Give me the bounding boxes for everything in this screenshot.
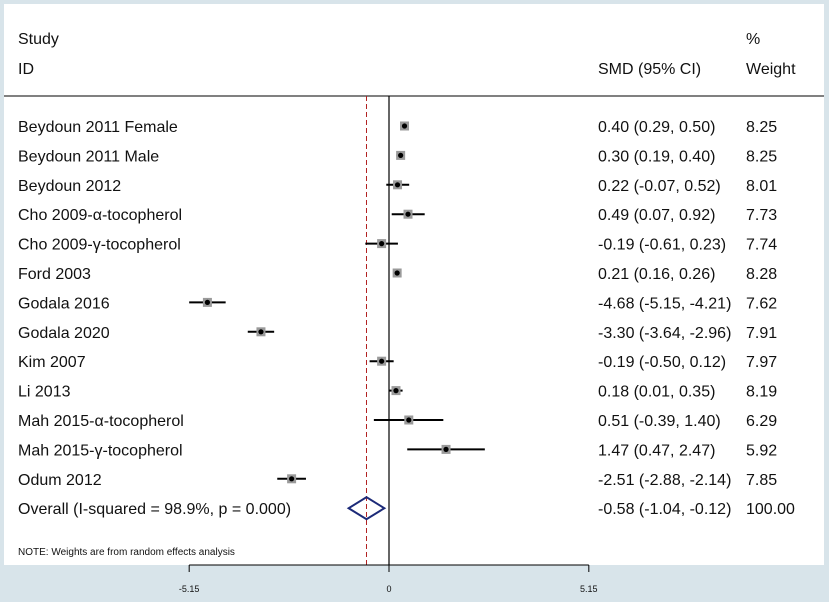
weight-value: 6.29 bbox=[746, 413, 777, 430]
overall-ci-text: -0.58 (-1.04, -0.12) bbox=[598, 501, 731, 518]
weight-value: 7.97 bbox=[746, 354, 777, 371]
weight-value: 7.62 bbox=[746, 295, 777, 312]
study-row: Mah 2015-α-tocopherol 0.51 (-0.39, 1.40) 6… bbox=[18, 413, 777, 430]
x-tick-label: 0 bbox=[386, 584, 391, 594]
study-label: Kim 2007 bbox=[18, 354, 86, 371]
point-estimate bbox=[379, 241, 385, 247]
id-header: ID bbox=[18, 61, 34, 78]
point-estimate bbox=[289, 476, 295, 482]
study-row: Ford 2003 0.21 (0.16, 0.26) 8.28 bbox=[18, 266, 777, 283]
ci-text: -0.19 (-0.61, 0.23) bbox=[598, 237, 726, 254]
weight-percent-header: % bbox=[746, 31, 760, 48]
point-estimate bbox=[401, 123, 408, 129]
point-estimate bbox=[394, 270, 400, 276]
overall-label: Overall (I-squared = 98.9%, p = 0.000) bbox=[18, 501, 291, 518]
study-header: Study bbox=[18, 31, 59, 48]
ci-text: 1.47 (0.47, 2.47) bbox=[598, 442, 715, 459]
study-label: Beydoun 2012 bbox=[18, 178, 121, 195]
weight-value: 8.28 bbox=[746, 266, 777, 283]
study-row: Cho 2009-γ-tocopherol -0.19 (-0.61, 0.23)… bbox=[18, 237, 777, 254]
study-label: Ford 2003 bbox=[18, 266, 91, 283]
ci-text: 0.18 (0.01, 0.35) bbox=[598, 384, 715, 401]
weight-header: Weight bbox=[746, 61, 796, 78]
weight-value: 8.19 bbox=[746, 384, 777, 401]
x-axis-ticks: -5.15 0 5.15 bbox=[179, 565, 598, 594]
point-estimate bbox=[379, 358, 385, 364]
point-estimate bbox=[204, 299, 211, 305]
study-label: Mah 2015-γ-tocopherol bbox=[18, 442, 183, 459]
study-row: Beydoun 2012 0.22 (-0.07, 0.52) 8.01 bbox=[18, 178, 777, 195]
ci-text: 0.51 (-0.39, 1.40) bbox=[598, 413, 721, 430]
point-estimate bbox=[398, 152, 404, 158]
x-tick-label: 5.15 bbox=[580, 584, 598, 594]
ci-text: 0.30 (0.19, 0.40) bbox=[598, 148, 715, 165]
point-estimate bbox=[405, 211, 411, 217]
ci-text: 0.22 (-0.07, 0.52) bbox=[598, 178, 721, 195]
study-label: Li 2013 bbox=[18, 384, 71, 401]
weight-value: 8.01 bbox=[746, 178, 777, 195]
study-label: Mah 2015-α-tocopherol bbox=[18, 413, 184, 430]
point-estimate bbox=[443, 446, 449, 452]
study-label: Cho 2009-α-tocopherol bbox=[18, 207, 182, 224]
weight-value: 7.74 bbox=[746, 237, 777, 254]
point-estimate bbox=[406, 417, 412, 423]
study-label: Beydoun 2011 Male bbox=[18, 148, 159, 165]
study-row: Li 2013 0.18 (0.01, 0.35) 8.19 bbox=[18, 384, 777, 401]
study-row: Odum 2012 -2.51 (-2.88, -2.14) 7.85 bbox=[18, 472, 777, 489]
study-label: Godala 2020 bbox=[18, 325, 110, 342]
weight-value: 8.25 bbox=[746, 148, 777, 165]
study-row: Beydoun 2011 Female 0.40 (0.29, 0.50) 8.25 bbox=[18, 119, 777, 136]
ci-text: -3.30 (-3.64, -2.96) bbox=[598, 325, 731, 342]
ci-text: -4.68 (-5.15, -4.21) bbox=[598, 295, 731, 312]
study-row: Godala 2016 -4.68 (-5.15, -4.21) 7.62 bbox=[18, 295, 777, 312]
study-rows: Beydoun 2011 Female 0.40 (0.29, 0.50) 8.25… bbox=[18, 119, 777, 489]
study-label: Odum 2012 bbox=[18, 472, 102, 489]
weight-value: 8.25 bbox=[746, 119, 777, 136]
plot-panel bbox=[4, 4, 824, 565]
study-label: Beydoun 2011 Female bbox=[18, 119, 178, 136]
study-row: Mah 2015-γ-tocopherol 1.47 (0.47, 2.47) 5.… bbox=[18, 442, 777, 459]
ci-text: 0.49 (0.07, 0.92) bbox=[598, 207, 715, 224]
study-label: Godala 2016 bbox=[18, 295, 110, 312]
study-row: Godala 2020 -3.30 (-3.64, -2.96) 7.91 bbox=[18, 325, 777, 342]
point-estimate bbox=[258, 329, 264, 335]
weight-value: 7.91 bbox=[746, 325, 777, 342]
ci-text: 0.21 (0.16, 0.26) bbox=[598, 266, 715, 283]
weight-value: 7.85 bbox=[746, 472, 777, 489]
overall-weight: 100.00 bbox=[746, 501, 795, 518]
study-row: Kim 2007 -0.19 (-0.50, 0.12) 7.97 bbox=[18, 354, 777, 371]
point-estimate bbox=[394, 182, 401, 188]
point-estimate bbox=[393, 388, 399, 394]
study-row: Cho 2009-α-tocopherol 0.49 (0.07, 0.92) 7.… bbox=[18, 207, 777, 224]
weight-value: 7.73 bbox=[746, 207, 777, 224]
ci-text: -2.51 (-2.88, -2.14) bbox=[598, 472, 731, 489]
effect-header: SMD (95% CI) bbox=[598, 61, 701, 78]
ci-text: -0.19 (-0.50, 0.12) bbox=[598, 354, 726, 371]
ci-text: 0.40 (0.29, 0.50) bbox=[598, 119, 715, 136]
overall-diamond bbox=[346, 496, 387, 521]
study-label: Cho 2009-γ-tocopherol bbox=[18, 237, 181, 254]
weights-note: NOTE: Weights are from random effects an… bbox=[18, 547, 235, 558]
weight-value: 5.92 bbox=[746, 442, 777, 459]
study-row: Beydoun 2011 Male 0.30 (0.19, 0.40) 8.25 bbox=[18, 148, 777, 165]
x-tick-label: -5.15 bbox=[179, 584, 200, 594]
